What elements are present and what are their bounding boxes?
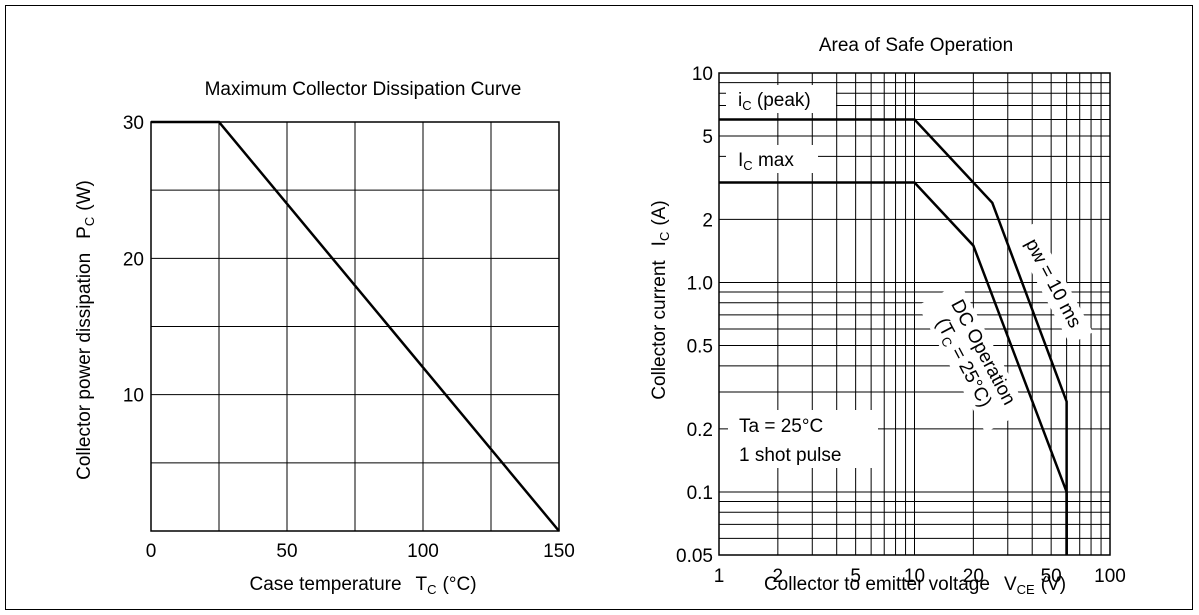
x-tick-label: 10: [904, 566, 925, 587]
safe-operation-chart: Area of Safe Operation 1 2 5 10 20 50 10010521…: [649, 35, 1126, 597]
y-tick-label: 1.0: [687, 273, 713, 294]
x-tick-label: 50: [1041, 566, 1062, 587]
x-tick-label: 1: [714, 566, 725, 587]
dissipation-y-axis-label: Collector power dissipationPC(W): [74, 180, 97, 480]
safe-operation-tick-labels: 1 2 5 10 20 50 100 10 5 2 1.0 0.5 0.2 0.1 0.05: [676, 64, 1126, 587]
dissipation-grid: [150, 121, 560, 532]
y-tick-label: 0.05: [676, 546, 713, 567]
dissipation-chart: Maximum Collector Dissipation Curve 0 50 1…: [74, 79, 575, 597]
plot-border: [718, 72, 1111, 556]
figure-frame: [5, 5, 1193, 610]
x-tick-label: 0: [146, 541, 157, 562]
ic-peak-label: iC (peak): [738, 90, 811, 113]
pulse-condition-label: 1 shot pulse: [739, 445, 841, 466]
x-tick-label: 100: [407, 541, 439, 562]
dissipation-tick-labels: 0 50 100 150 10 20 30: [123, 113, 575, 562]
safe-operation-chart-title: Area of Safe Operation: [819, 35, 1013, 56]
x-tick-label: 150: [543, 541, 575, 562]
x-tick-label: 100: [1094, 566, 1126, 587]
dissipation-chart-title: Maximum Collector Dissipation Curve: [205, 79, 522, 100]
plot-border: [150, 121, 560, 532]
ic-max-label: IC max: [738, 150, 794, 173]
y-tick-label: 0.2: [687, 420, 713, 441]
y-tick-label: 2: [702, 210, 713, 231]
x-tick-label: 5: [850, 566, 861, 587]
pw-10ms-curve: [719, 118, 1068, 555]
y-tick-label: 0.1: [687, 483, 713, 504]
dissipation-x-axis-label: Case temperature TC (°C): [249, 574, 476, 597]
dc-operation-curve: [719, 181, 1068, 555]
safe-operation-y-axis-label: Collector currentIC(A): [649, 200, 672, 399]
x-tick-label: 50: [276, 541, 297, 562]
y-tick-label: 10: [692, 64, 713, 85]
y-tick-label: 30: [123, 113, 144, 134]
x-tick-label: 20: [963, 566, 984, 587]
dissipation-curve: [151, 120, 560, 532]
safe-operation-curves: [719, 118, 1068, 555]
x-tick-label: 2: [773, 566, 784, 587]
ambient-temperature-label: Ta = 25°C: [739, 416, 823, 437]
y-tick-label: 20: [123, 249, 144, 270]
y-tick-label: 10: [123, 386, 144, 407]
y-tick-label: 5: [702, 127, 713, 148]
safe-operation-x-axis-label: Collector to emitter voltage VCE (V): [764, 574, 1066, 597]
y-tick-label: 0.5: [687, 337, 713, 358]
pw-10ms-label: pw = 10 ms: [1021, 235, 1085, 331]
